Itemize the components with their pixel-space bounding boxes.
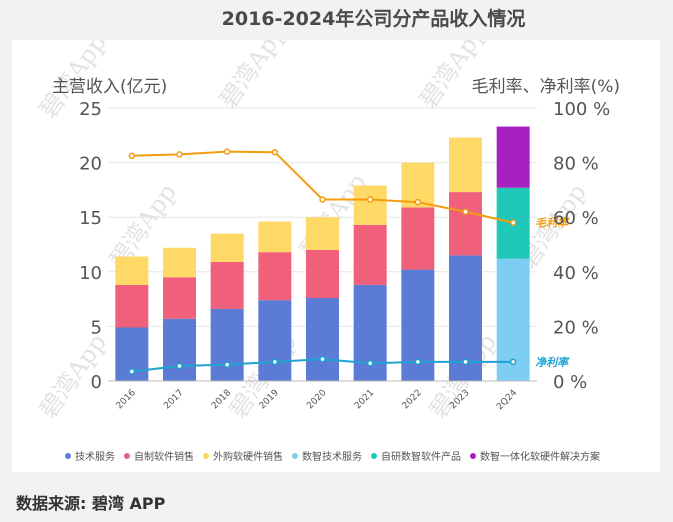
bar-segment <box>163 277 196 319</box>
y-tick-label: 5 <box>91 317 102 338</box>
legend-marker <box>470 453 476 459</box>
line-point <box>176 151 183 158</box>
line-point <box>462 358 469 366</box>
chart-svg: 碧湾App碧湾App碧湾App碧湾App碧湾App碧湾App碧湾App碧湾App… <box>34 40 620 463</box>
bar-segment <box>353 284 387 381</box>
y2-tick-label: 40 % <box>553 263 599 284</box>
legend-marker <box>65 453 71 459</box>
bars <box>115 126 530 381</box>
legend-marker <box>203 453 209 459</box>
line-point <box>366 360 374 367</box>
line-point <box>319 196 326 203</box>
legend: 技术服务 自制软件销售 外购软硬件销售 数智技术服务 自研数智软件产品 数智一体化软硬件解… <box>65 450 600 463</box>
y-tick-label: 10 <box>79 263 102 284</box>
line-point <box>509 358 517 366</box>
y2-tick-label: 0 % <box>553 372 587 393</box>
y-tick-label: 15 <box>79 208 102 229</box>
bar-segment <box>306 217 339 250</box>
bar-segment <box>115 284 149 328</box>
line-point <box>319 355 326 363</box>
y2-axis-title: 毛利率、净利率(%) <box>472 77 620 97</box>
line-end-label: 净利率 <box>535 356 570 369</box>
line-point <box>176 362 183 370</box>
legend-label: 数智技术服务 <box>302 450 362 463</box>
y2-tick-label: 100 % <box>553 99 610 120</box>
bar-segment <box>163 247 196 278</box>
line-point <box>128 152 136 160</box>
line-point <box>223 361 231 368</box>
line-point <box>128 368 136 375</box>
line-point <box>509 219 517 226</box>
legend-label: 数智一体化软硬件解决方案 <box>480 450 600 463</box>
y-tick-label: 25 <box>79 99 102 120</box>
line-end-label: 毛利率 <box>535 217 570 230</box>
bar-segment <box>353 224 387 285</box>
watermark-text: 碧湾App <box>214 40 292 113</box>
line-point <box>366 196 374 203</box>
legend-marker <box>292 453 298 459</box>
y-tick-label: 0 <box>91 372 102 393</box>
bar-segment <box>115 256 149 285</box>
bar-segment <box>210 308 244 381</box>
y2-tick-label: 80 % <box>553 154 599 175</box>
legend-label: 自研数智软件产品 <box>381 450 461 463</box>
legend-marker <box>124 453 130 459</box>
y-axis-title: 主营收入(亿元) <box>52 77 167 97</box>
bar-segment <box>306 298 339 381</box>
data-source: 数据来源: 碧湾 APP <box>16 494 166 513</box>
chart-title: 2016-2024年公司分产品收入情况 <box>221 8 526 30</box>
bar-segment <box>449 192 482 256</box>
line-point <box>414 198 422 206</box>
line-point <box>271 358 279 366</box>
x-tick-label: 2020 <box>305 388 328 411</box>
legend-marker <box>371 453 377 459</box>
x-tick-label: 2Q24 <box>495 388 519 412</box>
line-point <box>462 208 469 215</box>
x-tick-label: 2016 <box>115 388 138 411</box>
legend-label: 技术服务 <box>75 450 115 463</box>
bar-segment <box>306 249 339 299</box>
chart-panel: 碧湾App碧湾App碧湾App碧湾App碧湾App碧湾App碧湾App碧湾App… <box>12 40 660 472</box>
y2-tick-label: 60 % <box>553 208 599 229</box>
x-tick-label: 2022 <box>401 388 424 411</box>
line-point <box>414 358 422 366</box>
y2-tick-label: 20 % <box>553 317 599 338</box>
line-point <box>223 148 231 155</box>
x-tick-label: 2021 <box>353 388 376 411</box>
bar-segment <box>210 261 244 309</box>
bar-segment <box>496 126 530 188</box>
bar-segment <box>401 207 435 270</box>
bar-segment <box>210 233 244 262</box>
line-point <box>271 148 279 156</box>
bar-segment <box>258 221 292 253</box>
legend-label: 外购软硬件销售 <box>213 450 283 463</box>
bar-segment <box>163 318 196 381</box>
bar-segment <box>258 252 292 301</box>
y-tick-label: 20 <box>79 154 102 175</box>
legend-label: 自制软件销售 <box>134 450 194 463</box>
bar-segment <box>258 300 292 381</box>
x-tick-label: 2017 <box>162 388 185 411</box>
bar-segment <box>353 185 387 225</box>
bar-segment <box>449 137 482 193</box>
